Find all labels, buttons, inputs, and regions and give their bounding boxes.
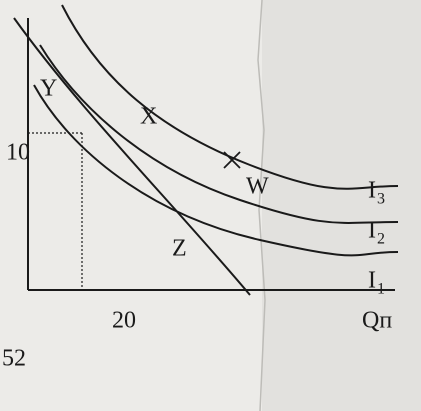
x-tick-label: 20 [112,308,136,334]
indifference-curve-1 [33,84,399,257]
point-label: Y [40,76,57,102]
y-tick-label: 10 [6,140,30,166]
x-axis-label: Qп [362,308,392,334]
curve-label: I [368,268,376,294]
point-w-mark [223,151,241,169]
curve-label: I [368,218,376,244]
curve-subscript: 1 [377,281,385,298]
point-label: Z [172,236,187,262]
page-number: 52 [2,346,26,372]
point-label: W [246,174,269,200]
curve-subscript: 2 [377,231,385,248]
budget-line [13,17,251,296]
indifference-curve-2 [39,44,399,224]
curve-label: I [368,178,376,204]
curve-subscript: 3 [377,191,385,208]
point-label: X [140,104,157,130]
paper-torn-part [262,0,421,411]
